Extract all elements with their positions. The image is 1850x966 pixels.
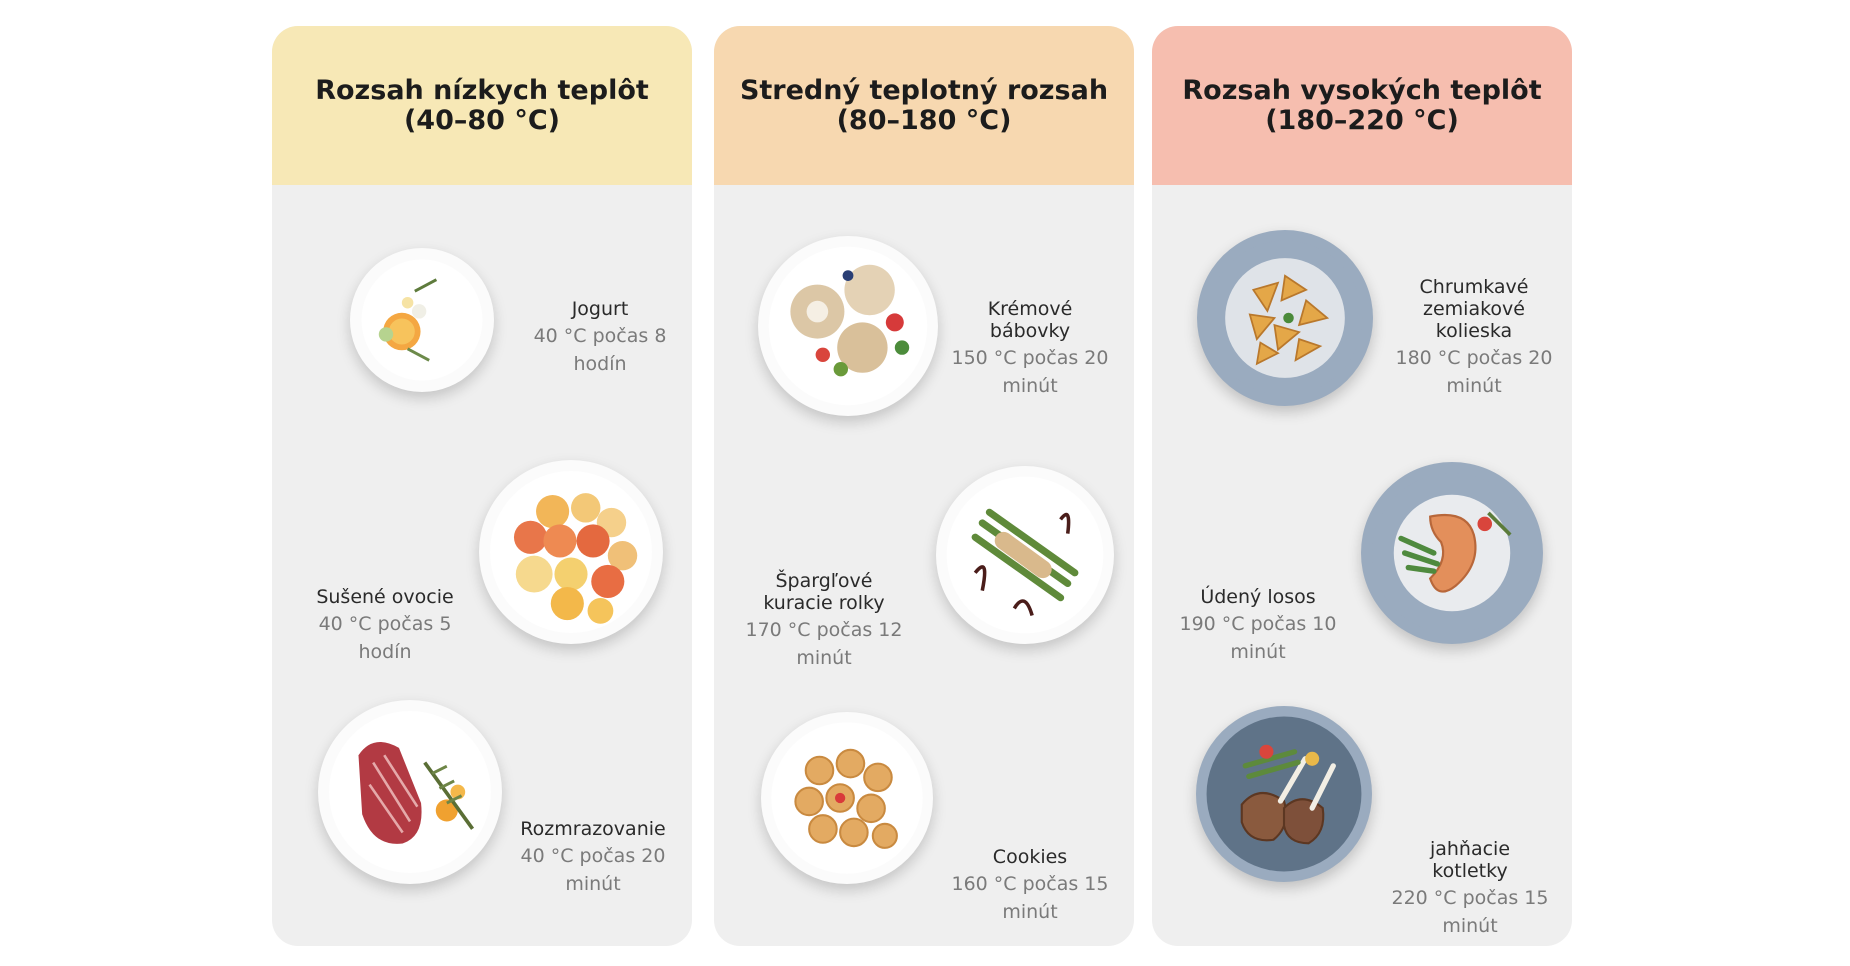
item-desc: 180 °C počas 20 minút: [1395, 347, 1553, 397]
medium-temperature-panel: Stredný teplotný rozsah (80–180 °C) Krém…: [714, 26, 1134, 946]
asparagus-rolls-plate-icon: [936, 466, 1114, 644]
asparagus-chicken-rolls-item: Špargľové kuracie rolky 170 °C počas 12 …: [744, 570, 904, 672]
item-desc: 40 °C počas 5 hodín: [318, 613, 452, 663]
defrosting-item: Rozmrazovanie 40 °C počas 20 minút: [510, 818, 676, 898]
high-temperature-header: Rozsah vysokých teplôt (180–220 °C): [1152, 26, 1572, 185]
item-desc: 190 °C počas 10 minút: [1179, 613, 1337, 663]
item-name: Cookies: [992, 846, 1068, 868]
item-desc: 40 °C počas 8 hodín: [533, 325, 667, 375]
lamb-chops-item: jahňacie kotletky 220 °C počas 15 minút: [1390, 838, 1550, 940]
cream-puffs-plate-icon: [758, 236, 938, 416]
item-name: Rozmrazovanie: [520, 818, 666, 840]
low-temperature-header: Rozsah nízkych teplôt (40–80 °C): [272, 26, 692, 185]
low-temperature-panel: Rozsah nízkych teplôt (40–80 °C) Jogurt …: [272, 26, 692, 946]
medium-temperature-header: Stredný teplotný rozsah (80–180 °C): [714, 26, 1134, 185]
high-temperature-panel: Rozsah vysokých teplôt (180–220 °C) Chru…: [1152, 26, 1572, 946]
item-name: Krémové bábovky: [987, 298, 1073, 342]
potato-wedges-item: Chrumkavé zemiakové kolieska 180 °C poča…: [1390, 276, 1558, 400]
item-name: Sušené ovocie: [316, 586, 454, 608]
medium-temperature-title: Stredný teplotný rozsah (80–180 °C): [739, 74, 1109, 136]
potato-wedges-plate-icon: [1197, 230, 1373, 406]
item-name: Špargľové kuracie rolky: [763, 570, 885, 614]
cookies-plate-icon: [761, 712, 933, 884]
item-desc: 40 °C počas 20 minút: [520, 845, 666, 895]
salmon-plate-icon: [1361, 462, 1543, 644]
item-desc: 150 °C počas 20 minút: [951, 347, 1109, 397]
dried-fruit-item: Sušené ovocie 40 °C počas 5 hodín: [310, 586, 460, 666]
yogurt-bowl-icon: [350, 248, 494, 392]
steak-plate-icon: [318, 700, 502, 884]
smoked-salmon-item: Údený losos 190 °C počas 10 minút: [1178, 586, 1338, 666]
item-desc: 220 °C počas 15 minút: [1391, 887, 1549, 937]
item-name: Údený losos: [1200, 586, 1316, 608]
cream-cakes-item: Krémové bábovky 150 °C počas 20 minút: [950, 298, 1110, 400]
yogurt-item: Jogurt 40 °C počas 8 hodín: [520, 298, 680, 378]
item-desc: 160 °C počas 15 minút: [951, 873, 1109, 923]
low-temperature-title: Rozsah nízkych teplôt (40–80 °C): [315, 74, 649, 136]
lamb-chops-plate-icon: [1196, 706, 1372, 882]
item-name: jahňacie kotletky: [1429, 838, 1511, 882]
cookies-item: Cookies 160 °C počas 15 minút: [950, 846, 1110, 926]
item-desc: 170 °C počas 12 minút: [745, 619, 903, 669]
dried-fruit-plate-icon: [479, 460, 663, 644]
item-name: Chrumkavé zemiakové kolieska: [1419, 276, 1529, 342]
high-temperature-title: Rozsah vysokých teplôt (180–220 °C): [1182, 74, 1542, 136]
item-name: Jogurt: [571, 298, 629, 320]
